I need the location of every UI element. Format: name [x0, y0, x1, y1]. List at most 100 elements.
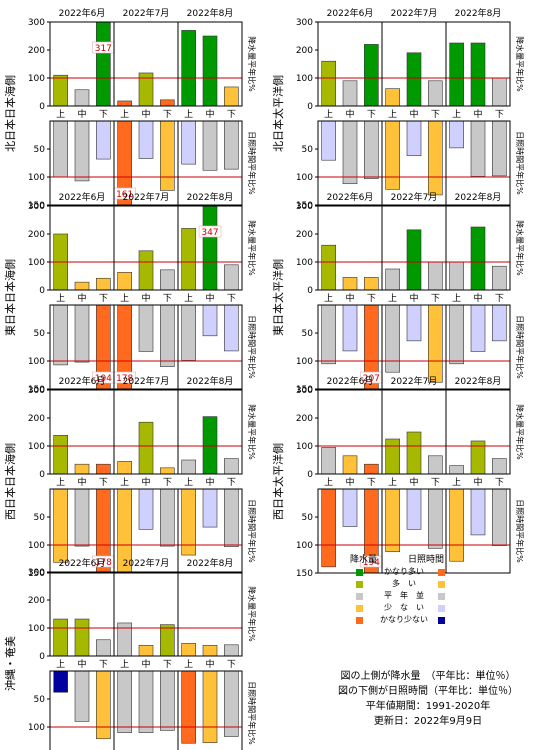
sun-overflow-label: 207 [363, 374, 380, 384]
sun-bar [96, 120, 111, 160]
sun-bar [449, 304, 464, 365]
precip-bar [224, 86, 239, 107]
sun-tick-label: 150 [28, 201, 45, 211]
legend-sun-swatch [438, 569, 445, 576]
month-label: 2022年7月 [391, 375, 438, 387]
sun-axis-label: 日照時間平年比% [515, 315, 525, 379]
dekad-label: 中 [409, 108, 418, 120]
dekad-label-bg [205, 108, 215, 119]
precip-tick-label: 100 [28, 258, 45, 268]
precip-bar [428, 261, 443, 291]
precip-bar [138, 250, 154, 291]
dekad-label: 下 [163, 110, 172, 120]
dekad-label-bg [473, 108, 483, 119]
sun-tick-label: 50 [34, 695, 46, 705]
sun-bar [385, 120, 400, 190]
dekad-label-bg [226, 658, 237, 669]
dekad-label: 中 [205, 476, 214, 488]
precip-bar [449, 465, 464, 475]
precip-bar [321, 60, 336, 107]
precip-bar [428, 80, 443, 107]
precip-tick-label: 0 [307, 286, 313, 296]
dekad-label-bg [119, 108, 130, 119]
dekad-label-bg [430, 108, 441, 119]
legend-row: かなり少ない [318, 614, 538, 627]
legend: 降水量 日照時間 かなり多い多 い平 年 並少 な いかなり少ない 図の上側が降… [318, 552, 538, 742]
precip-tick-label: 100 [296, 258, 313, 268]
dekad-label: 下 [227, 110, 236, 120]
chart-panel: 2022年6月 2022年7月 2022年8月 0 100 200 300 50 100 150 上… [3, 557, 257, 750]
dekad-label: 下 [495, 110, 504, 120]
month-label: 2022年7月 [123, 375, 170, 387]
precip-bar [160, 99, 175, 107]
dekad-label: 中 [205, 108, 214, 120]
sun-bar [470, 304, 486, 352]
dekad-label: 下 [99, 110, 108, 120]
dekad-label: 下 [99, 660, 108, 670]
dekad-label-bg [141, 108, 151, 119]
dekad-label: 上 [452, 477, 461, 488]
dekad-label: 下 [163, 660, 172, 670]
sun-overflow-label: 194 [363, 558, 380, 568]
precip-bar [406, 52, 422, 107]
dekad-label: 上 [120, 477, 129, 488]
sun-bar [160, 670, 175, 731]
month-label: 2022年7月 [391, 191, 438, 203]
dekad-label-bg [205, 292, 215, 303]
dekad-label-bg [162, 292, 173, 303]
legend-row: 平 年 並 [318, 590, 538, 603]
precip-tick-label: 200 [28, 230, 45, 240]
precip-bar [224, 264, 239, 291]
dekad-label-bg [162, 658, 173, 669]
month-label: 2022年7月 [123, 191, 170, 203]
sun-bar [138, 670, 154, 733]
precip-bar [96, 463, 111, 475]
dekad-label: 中 [205, 658, 214, 670]
dekad-label-bg [345, 108, 355, 119]
dekad-label: 上 [388, 477, 397, 488]
precip-tick-label: 0 [307, 470, 313, 480]
precip-tick-label: 100 [28, 624, 45, 634]
chart-panel: 2022年6月 2022年7月 2022年8月 347 194 178 0 100 200 300… [3, 191, 257, 395]
sun-bar [74, 670, 90, 722]
dekad-label-bg [77, 476, 87, 487]
legend-sun-header: 日照時間 [408, 555, 445, 565]
month-label: 2022年8月 [187, 557, 234, 569]
precip-bar [53, 435, 68, 475]
sun-axis-label: 日照時間平年比% [247, 315, 257, 379]
chart-panel: 2022年6月 2022年7月 2022年8月 0 100 200 300 50 100 150 上… [271, 7, 525, 211]
sun-bar [53, 120, 68, 178]
sun-bar [202, 120, 218, 171]
precip-overflow-label: 347 [201, 228, 218, 238]
month-label: 2022年8月 [187, 191, 234, 203]
dekad-label-bg [473, 292, 483, 303]
precip-tick-label: 100 [28, 442, 45, 452]
sun-frame [49, 120, 243, 206]
precip-bar [321, 447, 336, 475]
dekad-label: 上 [324, 477, 333, 488]
dekad-label: 下 [99, 478, 108, 488]
precip-frame [49, 21, 243, 107]
dekad-label: 中 [409, 476, 418, 488]
note-updated: 更新日：2022年9月9日 [373, 716, 483, 727]
dekad-label-bg [430, 292, 441, 303]
month-label: 2022年6月 [327, 191, 374, 203]
dekad-label: 上 [120, 109, 129, 120]
sun-bar [385, 304, 400, 373]
sun-tick-label: 100 [28, 723, 45, 733]
sun-tick-label: 100 [296, 541, 313, 551]
dekad-label-bg [226, 292, 237, 303]
sun-axis-label: 日照時間平年比% [247, 131, 257, 195]
precip-bar [74, 463, 90, 475]
sun-tick-label: 100 [28, 173, 45, 183]
precip-bar [321, 244, 336, 291]
dekad-label: 上 [324, 109, 333, 120]
sun-overflow-label: 194 [95, 374, 112, 384]
dekad-label-bg [430, 476, 441, 487]
sun-bar [202, 488, 218, 528]
dekad-label: 下 [163, 294, 172, 304]
legend-label: かなり多い [384, 567, 424, 576]
precip-frame [317, 389, 511, 475]
precip-bar [181, 30, 196, 107]
